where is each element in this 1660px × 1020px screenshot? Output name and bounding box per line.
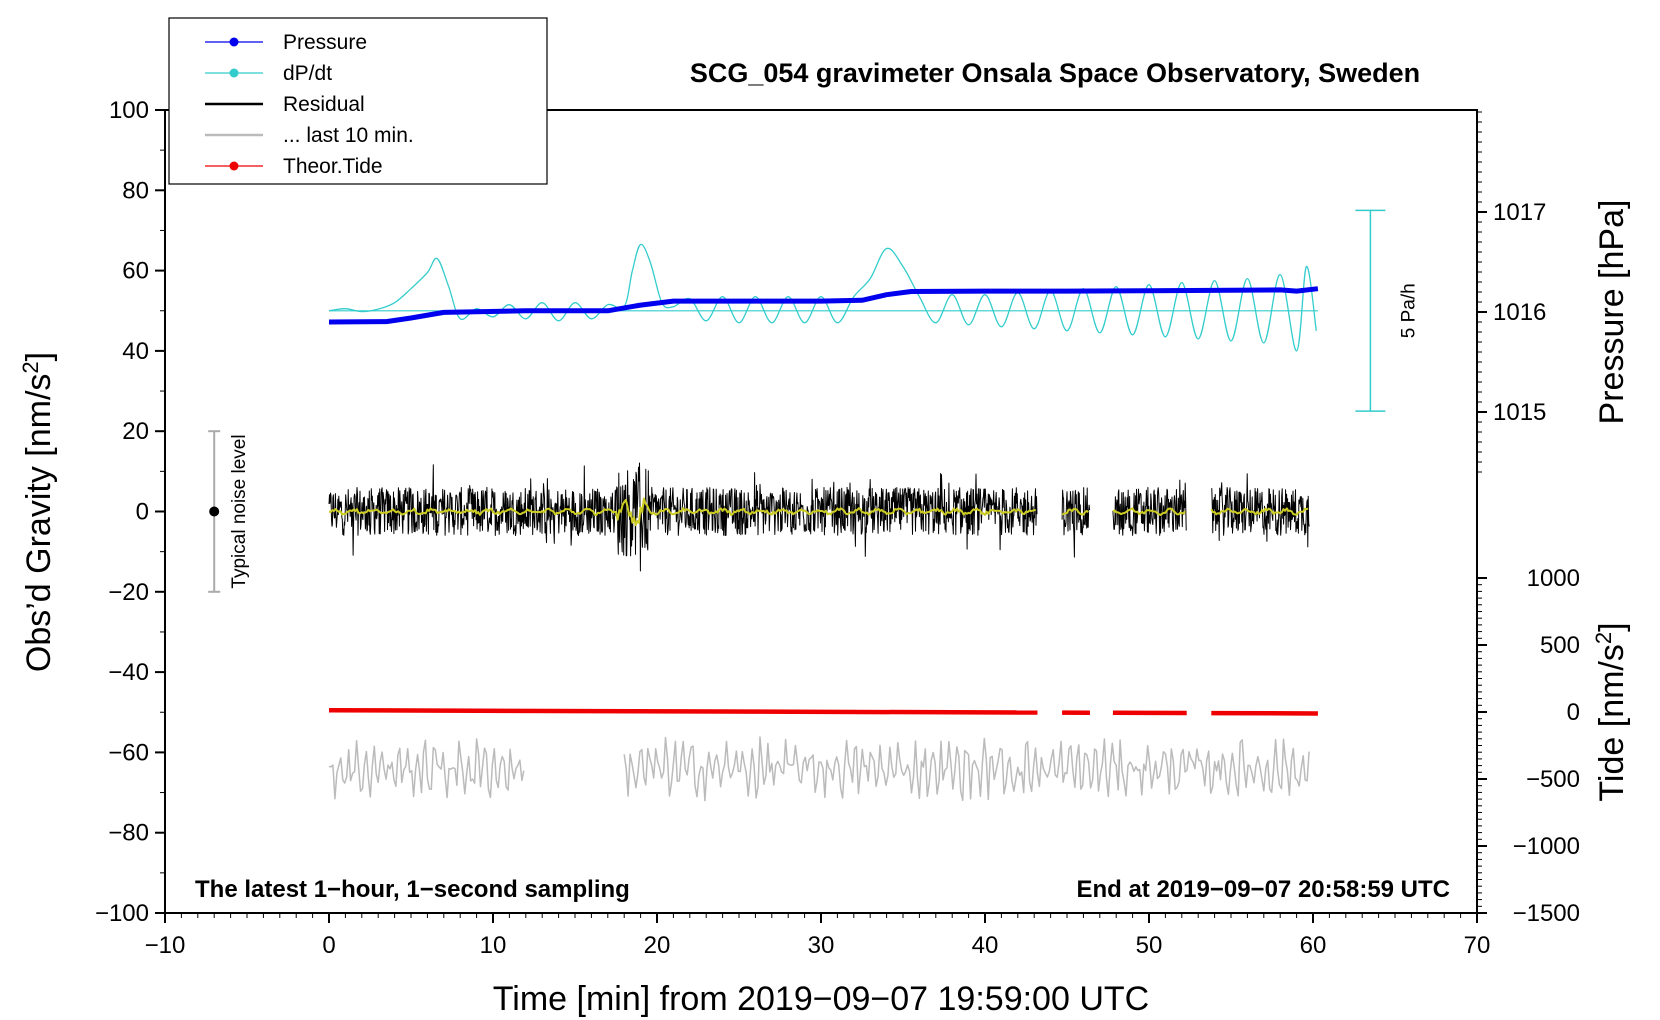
x-tick-label: 60 [1300,932,1327,959]
y-tick-label: −60 [108,739,149,766]
legend-marker [229,161,239,171]
x-tick-label: 10 [480,932,507,959]
x-tick-label: 40 [972,932,999,959]
x-tick-label: 0 [322,932,335,959]
tide-tick-label: 500 [1540,632,1580,659]
y-tick-label: −20 [108,579,149,606]
series-layer [328,243,1319,802]
residual-series [1112,479,1187,536]
residual-smoothed-series [1061,508,1089,516]
tide-tick-label: 0 [1567,699,1580,726]
y-axis-pressure: 1017 1016 1015 [1477,111,1546,473]
pressure-series [328,286,1319,325]
y-axis-title-pressure: Pressure [hPa] [1593,200,1631,425]
pressure-tick-label: 1017 [1493,199,1546,226]
note-sampling: The latest 1−hour, 1−second sampling [195,876,630,903]
x-axis: −10 0 10 20 30 40 50 60 70 [145,913,1491,959]
legend-label: Residual [283,93,365,116]
residual-series [1211,473,1310,548]
noise-center-dot [209,506,220,517]
y-axis-title-tide: Tide [nm/s2] [1591,622,1631,801]
noise-label: Typical noise level [229,434,250,588]
tide-series [328,707,1038,715]
tide-tick-label: −1000 [1513,833,1580,860]
x-tick-label: 50 [1136,932,1163,959]
pressure-tick-label: 1015 [1493,399,1546,426]
x-tick-label: 20 [644,932,671,959]
tide-tick-label: 1000 [1527,565,1580,592]
y-tick-label: 20 [122,418,149,445]
dpdt-series [328,243,1317,352]
y-tick-label: −100 [95,900,149,927]
y-tick-label: 80 [122,177,149,204]
y-tick-label: 40 [122,338,149,365]
y-tick-label: 100 [109,97,149,124]
x-tick-label: −10 [145,932,186,959]
residual-smoothed-series [1210,507,1309,516]
rate-label: 5 Pa/h [1398,283,1419,338]
y-tick-label: −40 [108,659,149,686]
pressure-tick-label: 1016 [1493,299,1546,326]
x-tick-label: 70 [1464,932,1491,959]
y-axis-title-left: Obs’d Gravity [nm/s2] [18,352,58,672]
note-end-time: End at 2019−09−07 20:58:59 UTC [1076,876,1450,903]
y-tick-label: 60 [122,258,149,285]
legend-label: Pressure [283,31,367,54]
typical-noise-level: Typical noise level [208,430,250,593]
y-tick-label: −80 [108,820,149,847]
legend-label: dP/dt [283,62,332,85]
legend-marker [229,37,239,47]
residual-smoothed-series [1112,507,1186,516]
rate-scale-bar: 5 Pa/h [1355,209,1419,412]
chart-title: SCG_054 gravimeter Onsala Space Observat… [690,58,1420,88]
last-10-min-series [623,736,1310,802]
last-10-min-series [328,738,525,800]
residual-smoothed-series [328,497,1037,527]
x-tick-label: 30 [808,932,835,959]
y-tick-label: 0 [136,499,149,526]
residual-series [328,462,1038,572]
residual-series [1061,487,1091,558]
legend-label: Theor.Tide [283,155,383,178]
legend-label: ... last 10 min. [283,124,414,147]
tide-tick-label: −500 [1526,766,1580,793]
y-axis-left: 100 80 60 40 20 0 −20 −40 −60 −80 −100 [95,97,165,927]
tide-tick-label: −1500 [1513,900,1580,927]
legend-marker [229,68,239,78]
x-axis-title: Time [min] from 2019−09−07 19:59:00 UTC [493,980,1149,1018]
legend: Pressure dP/dt Residual ... last 10 min. The… [168,17,548,185]
y-axis-tide: 1000 500 0 −500 −1000 −1500 [1477,565,1580,927]
